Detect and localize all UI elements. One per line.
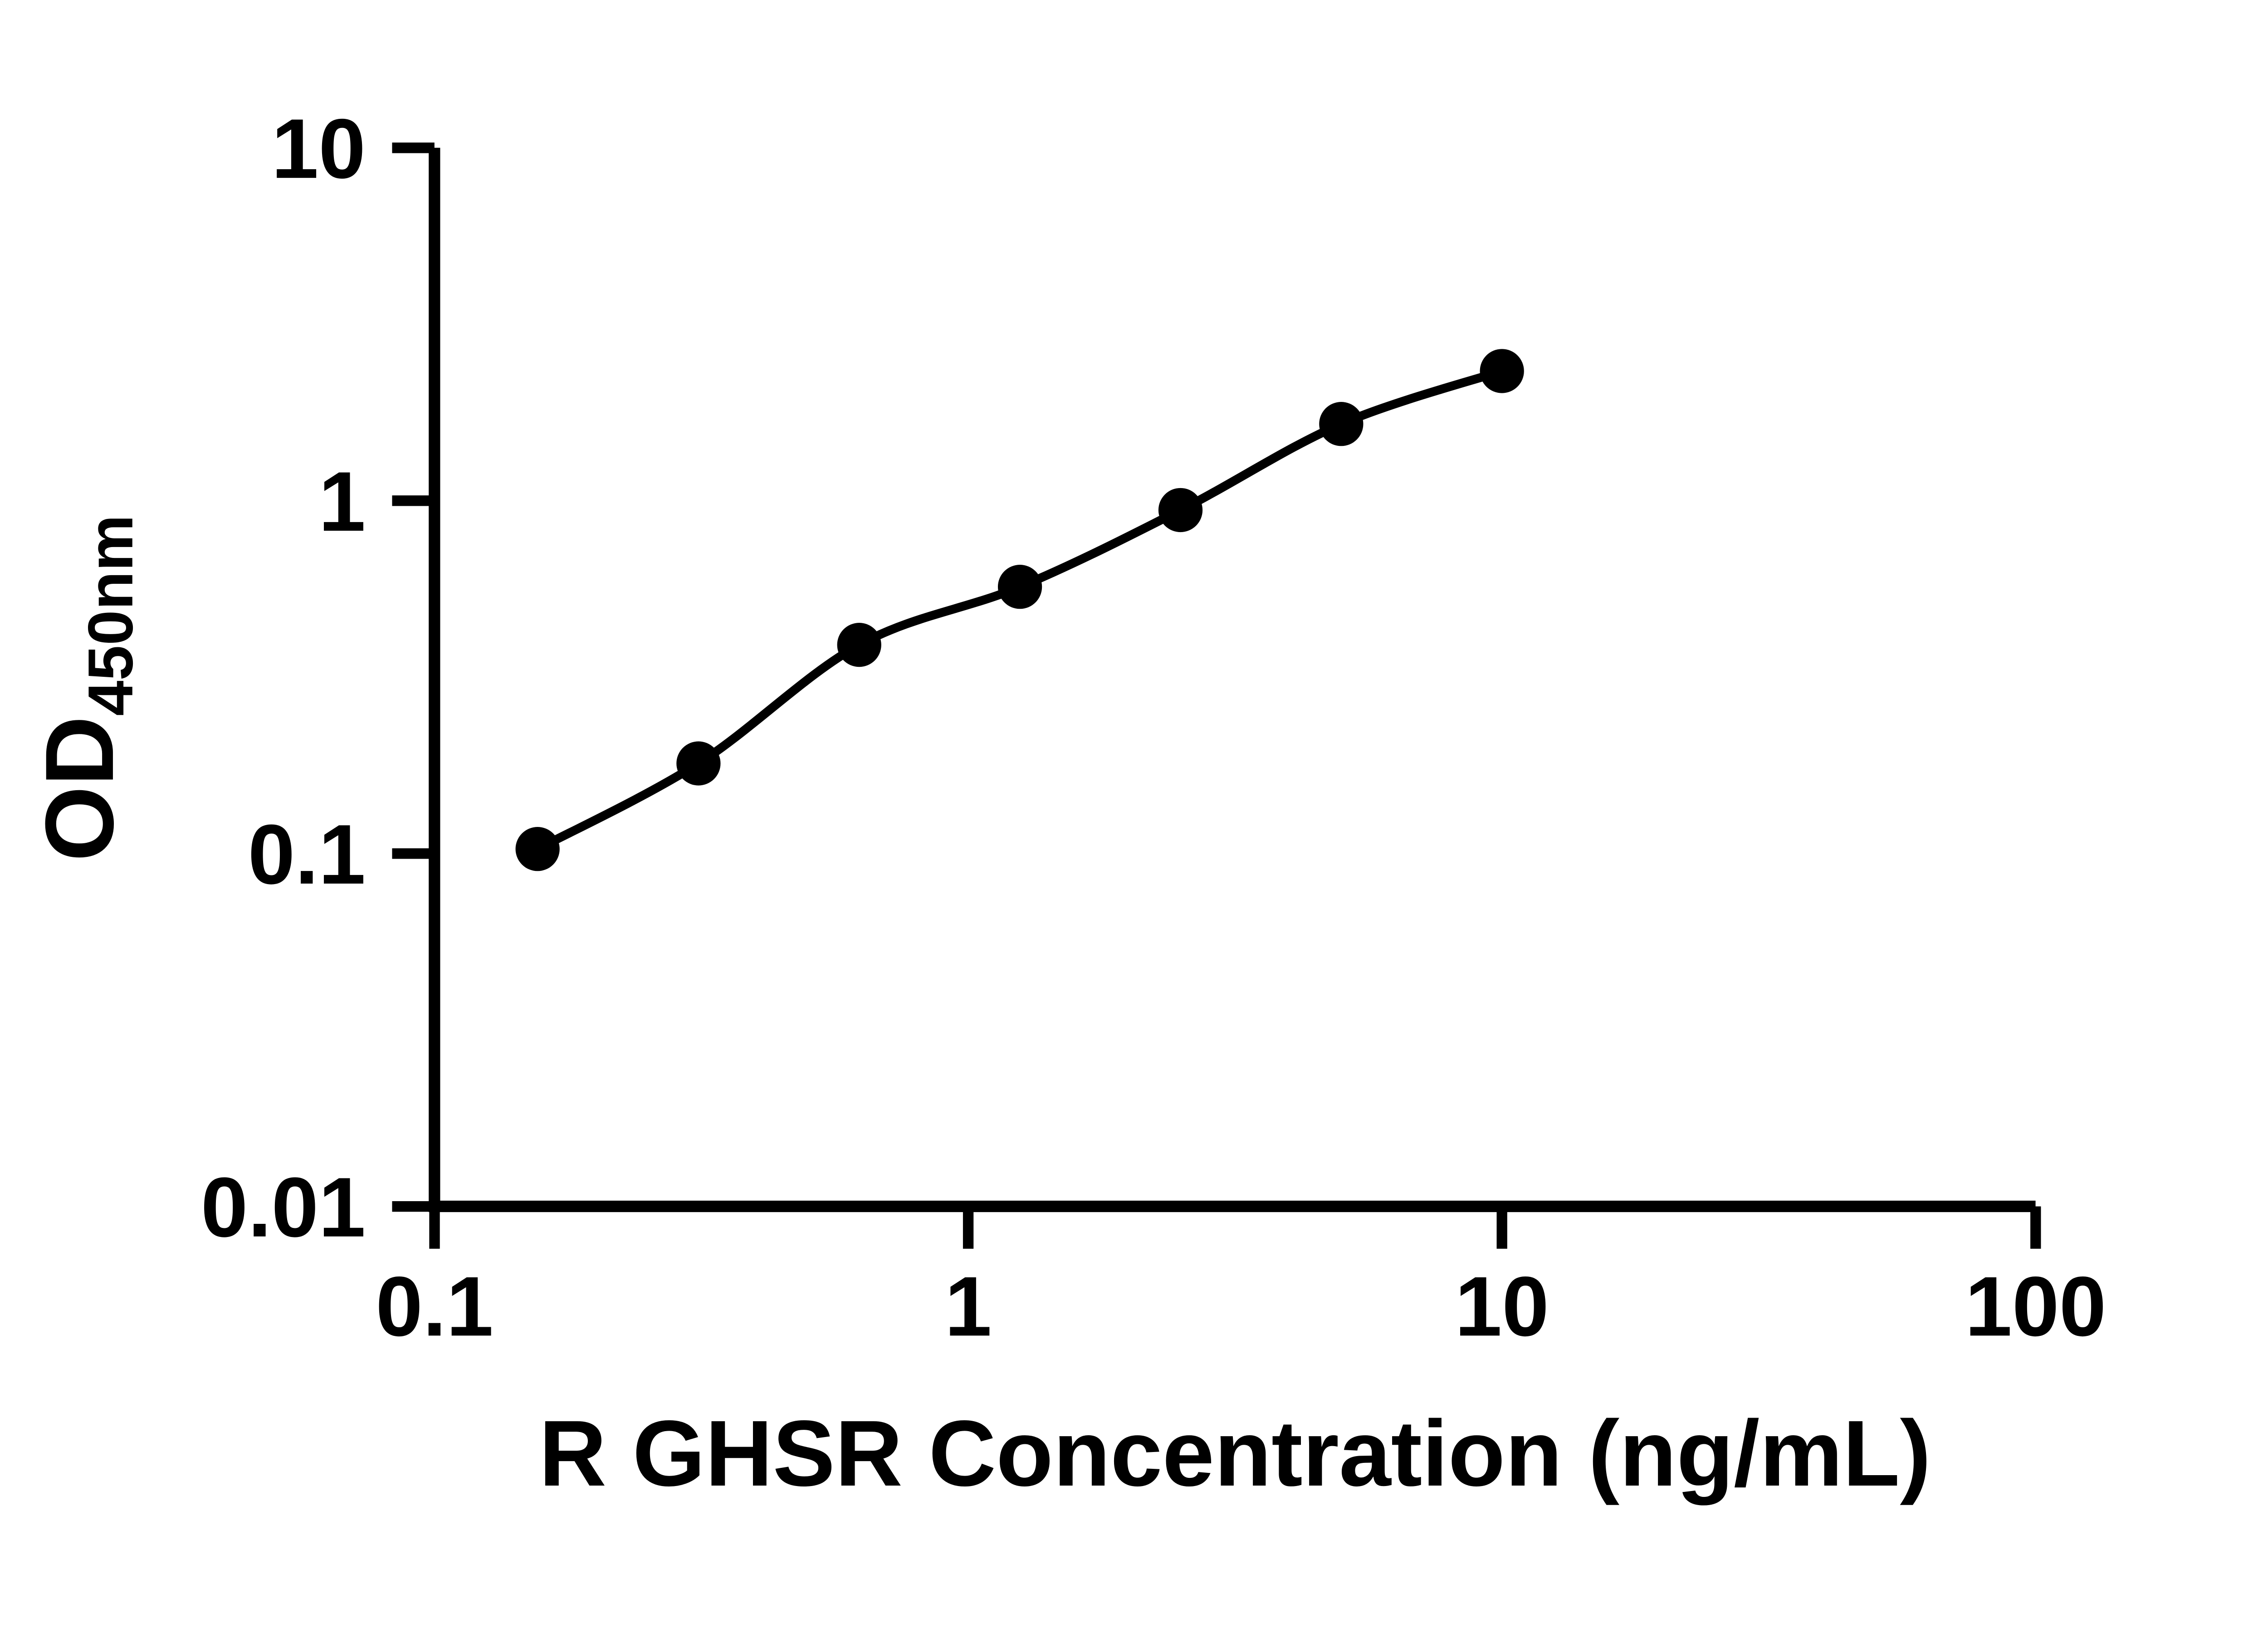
x-tick-label: 0.1 — [376, 1259, 494, 1354]
y-axis-title: OD450nm — [25, 515, 146, 861]
x-axis-title: R GHSR Concentration (ng/mL) — [539, 1401, 1931, 1506]
y-tick-label: 0.01 — [201, 1160, 366, 1255]
data-point — [997, 565, 1042, 609]
y-tick-label: 1 — [318, 454, 366, 549]
y-axis-title-base: OD — [25, 716, 134, 861]
x-tick-label: 1 — [945, 1259, 992, 1354]
axis-spine — [429, 147, 2036, 1213]
standard-curve-figure: 0.1 1 10 100 10 1 0.1 0.01 R GHSR Concentration … — [25, 101, 2107, 1506]
data-point — [837, 623, 881, 667]
data-point — [1319, 402, 1364, 446]
data-point — [1158, 488, 1203, 533]
data-point — [676, 741, 721, 786]
x-tick-label: 100 — [1965, 1259, 2106, 1354]
y-tick-label: 0.1 — [248, 807, 366, 902]
y-tick-label: 10 — [271, 101, 366, 196]
data-point — [1480, 349, 1524, 393]
y-axis-title-subscript: 450nm — [75, 515, 146, 716]
x-tick-label: 10 — [1455, 1259, 1549, 1354]
data-point — [515, 827, 560, 871]
